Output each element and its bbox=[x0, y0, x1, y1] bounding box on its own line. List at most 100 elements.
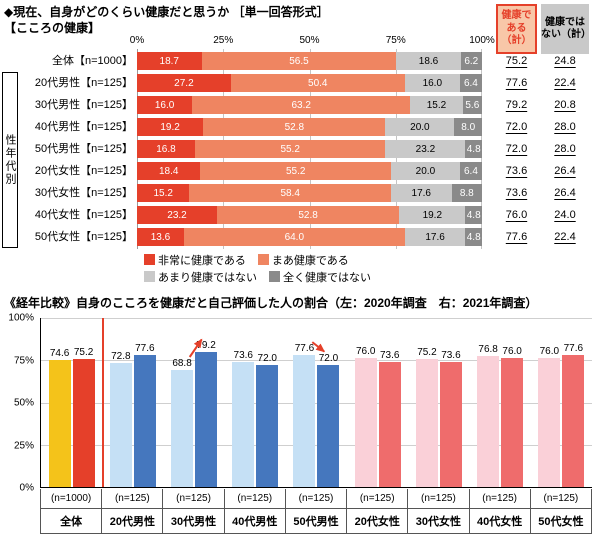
legend-row: 非常に健康である まあ健康である bbox=[144, 251, 383, 268]
top-chart-row: 50代男性【n=125】16.855.223.24.872.028.0 bbox=[0, 138, 600, 160]
top-chart-subtitle: 【こころの健康】 bbox=[4, 19, 100, 36]
legend: 非常に健康であるまあ健康である あまり健康ではない全く健康ではない bbox=[144, 251, 383, 285]
bar-2020年調査: 72.8 bbox=[110, 351, 132, 487]
bar-group: 76.0 73.6 bbox=[347, 318, 408, 487]
y-tick-0: 0% bbox=[20, 483, 34, 494]
bar-segment-3: 23.2 bbox=[385, 140, 465, 158]
legend-label: あまり健康ではない bbox=[158, 269, 257, 285]
bar-segment-1: 27.2 bbox=[137, 74, 231, 92]
top-chart-row: 全体【n=1000】18.756.518.66.275.224.8 bbox=[0, 50, 600, 72]
bar-segment-2: 63.2 bbox=[192, 96, 410, 114]
not-healthy-total-value: 28.0 bbox=[541, 116, 589, 138]
bar bbox=[538, 358, 560, 487]
n-label: (n=125) bbox=[102, 489, 163, 508]
bar-2021年調査: 76.0 bbox=[501, 346, 523, 487]
legend-label: まあ健康である bbox=[272, 252, 349, 268]
bar-segment-3: 16.0 bbox=[405, 74, 460, 92]
bar-segment-1: 18.4 bbox=[137, 162, 200, 180]
bar-value: 75.2 bbox=[417, 347, 436, 358]
bar-2020年調査: 76.0 bbox=[355, 346, 377, 487]
bar-segment-3: 20.0 bbox=[385, 118, 454, 136]
bar-2021年調査: 72.0 bbox=[256, 353, 278, 487]
bar-2020年調査: 74.6 bbox=[49, 348, 71, 487]
bar bbox=[73, 359, 95, 487]
healthy-total-value: 79.2 bbox=[496, 94, 537, 116]
healthy-total-value: 72.0 bbox=[496, 116, 537, 138]
healthy-total-value: 76.0 bbox=[496, 204, 537, 226]
legend-item: まあ健康である bbox=[258, 252, 349, 268]
row-label: 50代男性【n=125】 bbox=[0, 138, 133, 160]
not-healthy-total-value: 24.8 bbox=[541, 50, 589, 72]
y-tick-75: 75% bbox=[14, 355, 34, 366]
bar-value: 73.6 bbox=[380, 350, 399, 361]
bar-value: 76.0 bbox=[356, 346, 375, 357]
category-label: 全体 bbox=[41, 509, 102, 533]
bar-segment-2: 52.8 bbox=[217, 206, 399, 224]
stacked-bar: 16.063.215.25.6 bbox=[137, 96, 482, 114]
bar-2020年調査: 76.0 bbox=[538, 346, 560, 487]
bar-segment-4: 8.8 bbox=[452, 184, 482, 202]
bar-segment-4: 5.6 bbox=[463, 96, 482, 114]
bar bbox=[293, 355, 315, 487]
bar-segment-3: 18.6 bbox=[396, 52, 460, 70]
not-healthy-total-value: 26.4 bbox=[541, 160, 589, 182]
bar-2020年調査: 68.8 bbox=[171, 358, 193, 487]
bar-segment-1: 16.0 bbox=[137, 96, 192, 114]
not-healthy-total-value: 24.0 bbox=[541, 204, 589, 226]
bar-segment-2: 55.2 bbox=[200, 162, 390, 180]
bar-segment-4: 4.8 bbox=[465, 206, 482, 224]
bar bbox=[477, 356, 499, 487]
bar-value: 79.2 bbox=[196, 340, 215, 351]
not-healthy-total-value: 22.4 bbox=[541, 226, 589, 248]
bar-group: 74.675.2 bbox=[41, 318, 102, 487]
bar-2020年調査: 75.2 bbox=[416, 347, 438, 487]
bar bbox=[134, 355, 156, 487]
x-tick-25: 25% bbox=[213, 35, 233, 46]
row-label: 全体【n=1000】 bbox=[0, 50, 133, 72]
bar-segment-3: 17.6 bbox=[405, 228, 466, 246]
bar-2020年調査: 73.6 bbox=[232, 350, 254, 487]
bar-segment-2: 52.8 bbox=[203, 118, 385, 136]
bar-segment-1: 15.2 bbox=[137, 184, 189, 202]
bar-segment-2: 55.2 bbox=[195, 140, 385, 158]
not-healthy-total-value: 26.4 bbox=[541, 182, 589, 204]
healthy-total-header: 健康である（計） bbox=[496, 4, 537, 54]
bar-value: 76.0 bbox=[540, 346, 559, 357]
bar-2021年調査: 73.6 bbox=[440, 350, 462, 487]
stacked-bar: 23.252.819.24.8 bbox=[137, 206, 482, 224]
category-label: 30代男性 bbox=[163, 509, 224, 533]
healthy-total-value: 73.6 bbox=[496, 160, 537, 182]
legend-swatch bbox=[144, 271, 155, 282]
bar bbox=[355, 358, 377, 487]
x-tick-0: 0% bbox=[130, 35, 144, 46]
group-axis-label: 性年代別 bbox=[2, 72, 18, 248]
bar-segment-4: 8.0 bbox=[454, 118, 482, 136]
stacked-bar: 18.455.220.06.4 bbox=[137, 162, 482, 180]
not-healthy-total-value: 20.8 bbox=[541, 94, 589, 116]
n-label-row: (n=1000)(n=125)(n=125)(n=125)(n=125)(n=1… bbox=[41, 489, 592, 509]
not-healthy-total-value: 28.0 bbox=[541, 138, 589, 160]
bar-value: 72.0 bbox=[319, 353, 338, 364]
bar-2021年調査: 73.6 bbox=[379, 350, 401, 487]
stacked-bar: 16.855.223.24.8 bbox=[137, 140, 482, 158]
bar-2021年調査: 77.6 bbox=[562, 343, 584, 487]
row-label: 50代女性【n=125】 bbox=[0, 226, 133, 248]
n-label: (n=125) bbox=[531, 489, 592, 508]
bar-value: 74.6 bbox=[50, 348, 69, 359]
bar-segment-3: 20.0 bbox=[391, 162, 460, 180]
bar bbox=[195, 352, 217, 487]
top-chart-row: 40代女性【n=125】23.252.819.24.8 76.024.0 bbox=[0, 204, 600, 226]
bar-segment-1: 18.7 bbox=[137, 52, 202, 70]
top-chart-row: 30代女性【n=125】15.258.417.68.873.626.4 bbox=[0, 182, 600, 204]
category-label-row: 全体20代男性30代男性40代男性50代男性20代女性30代女性40代女性50代… bbox=[41, 509, 592, 534]
bar-value: 77.6 bbox=[564, 343, 583, 354]
bar-group: 76.8 76.0 bbox=[470, 318, 531, 487]
bar-value: 76.8 bbox=[478, 344, 497, 355]
bar bbox=[171, 370, 193, 487]
top-chart-x-axis: 0% 25% 50% 75% 100% bbox=[137, 35, 482, 47]
legend-label: 非常に健康である bbox=[158, 252, 246, 268]
not-healthy-total-header: 健康ではない（計） bbox=[541, 4, 589, 54]
not-healthy-total-value: 22.4 bbox=[541, 72, 589, 94]
row-label: 40代女性【n=125】 bbox=[0, 204, 133, 226]
healthy-total-value: 75.2 bbox=[496, 50, 537, 72]
